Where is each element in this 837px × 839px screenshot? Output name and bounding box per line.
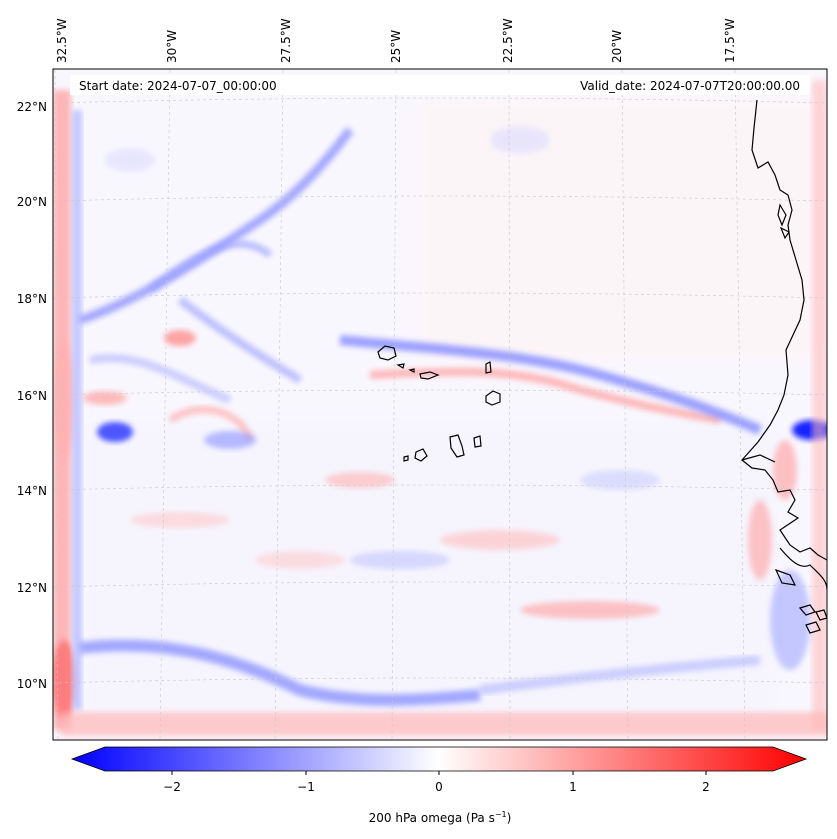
graticule-lon-30: [159, 69, 171, 740]
gambia-coast: [741, 454, 776, 463]
bijagos-islands-2: [805, 621, 821, 634]
longitude-labels: 32.5°W 30°W 27.5°W 25°W 22.5°W 20°W 17.5…: [55, 18, 737, 63]
graticule-lat-20: [53, 195, 827, 202]
guinea-islands: [774, 568, 797, 586]
island-maio: [473, 435, 482, 448]
lon-label-20w: 20°W: [610, 30, 624, 63]
valid-date-label: Valid_date: 2024-07-07T20:00:00.00: [580, 79, 800, 93]
island-brava: [403, 455, 409, 462]
graticule-lon-20: [621, 69, 629, 740]
lat-label-16n: 16°N: [17, 389, 47, 403]
graticule-lon-22-5: [508, 69, 511, 740]
graticule-lon-27-5: [274, 69, 284, 740]
coast-inlet-2: [779, 226, 790, 240]
lon-label-22-5w: 22.5°W: [501, 18, 515, 63]
bijagos-islands-3: [815, 609, 827, 621]
lon-label-27-5w: 27.5°W: [279, 18, 293, 63]
graticule-lat-10: [53, 677, 827, 684]
guinea-bissau-coast: [779, 547, 827, 591]
island-santa-luzia: [408, 368, 415, 373]
colorbar-bar: [70, 746, 808, 772]
lat-label-10n: 10°N: [17, 677, 47, 691]
africa-coastline: [741, 99, 827, 561]
lon-label-32-5w: 32.5°W: [55, 18, 69, 63]
graticule-lat-12: [53, 581, 827, 588]
colorbar-tick-label: 1: [569, 780, 577, 794]
map-frame: [52, 68, 828, 741]
colorbar-title: 200 hPa omega (Pa s−1): [369, 810, 512, 825]
graticule: [53, 69, 827, 740]
island-santiago: [449, 434, 465, 458]
coastlines: [377, 99, 827, 634]
date-info-bar: [70, 75, 810, 95]
island-sao-nicolau: [419, 371, 440, 380]
lon-label-30w: 30°W: [165, 30, 179, 63]
lat-label-14n: 14°N: [17, 484, 47, 498]
lat-label-12n: 12°N: [17, 581, 47, 595]
lat-label-22n: 22°N: [17, 100, 47, 114]
graticule-lat-14: [53, 484, 827, 491]
graticule-lon-25: [391, 69, 397, 740]
omega-field: [53, 69, 827, 740]
latitude-labels: 22°N 20°N 18°N 16°N 14°N 12°N 10°N: [17, 100, 47, 691]
colorbar-tick-label: −1: [297, 780, 315, 794]
island-boa-vista: [485, 390, 501, 406]
colorbar-tick-label: 0: [435, 780, 443, 794]
island-sal: [485, 361, 492, 374]
graticule-lat-16: [53, 389, 827, 396]
senegal-river-inlet: [777, 203, 787, 227]
island-sao-vicente: [396, 363, 405, 369]
island-fogo: [414, 448, 428, 462]
colorbar: −2 −1 0 1 2 200 hPa omega (Pa s−1): [70, 746, 808, 825]
lon-label-25w: 25°W: [389, 30, 403, 63]
map-panel: Start date: 2024-07-07_00:00:00 Valid_da…: [52, 68, 828, 741]
colorbar-tick-label: 2: [702, 780, 710, 794]
colorbar-tick-label: −2: [163, 780, 181, 794]
graticule-lon-17-5: [734, 69, 746, 740]
lat-label-20n: 20°N: [17, 195, 47, 209]
graticule-lat-22: [53, 97, 827, 104]
graticule-lon-32-5: [54, 69, 59, 740]
bijagos-islands-1: [798, 604, 816, 616]
lon-label-17-5w: 17.5°W: [723, 18, 737, 63]
graticule-lat-18: [53, 292, 827, 299]
start-date-label: Start date: 2024-07-07_00:00:00: [79, 79, 277, 93]
lat-label-18n: 18°N: [17, 292, 47, 306]
island-santo-antao: [377, 345, 397, 361]
